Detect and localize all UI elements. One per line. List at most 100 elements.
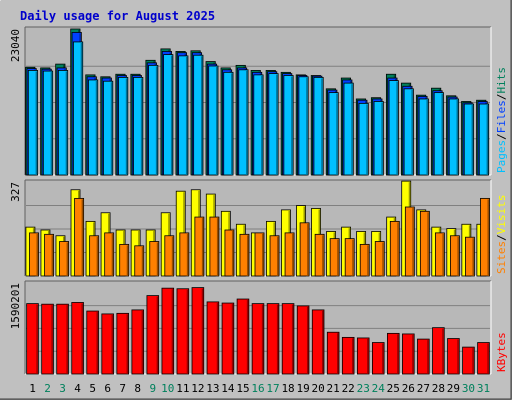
bar-sites-day-18-shade bbox=[292, 233, 294, 275]
bar-sites-day-24 bbox=[374, 241, 385, 277]
bar-pages-day-30 bbox=[463, 103, 474, 176]
x-label-day-2: 2 bbox=[44, 382, 51, 395]
bar-kbytes-day-7-shade bbox=[126, 314, 129, 373]
bar-pages-day-4-shade bbox=[80, 42, 83, 175]
bar-kbytes-day-14-shade bbox=[231, 304, 234, 373]
x-label-day-10: 10 bbox=[161, 382, 174, 395]
x-label-day-26: 26 bbox=[402, 382, 415, 395]
bar-kbytes-day-10-shade bbox=[171, 289, 174, 373]
x-label-day-25: 25 bbox=[387, 382, 400, 395]
bar-pages-day-22-shade bbox=[351, 84, 353, 174]
bar-sites-day-8 bbox=[134, 245, 145, 277]
x-label-day-31: 31 bbox=[477, 382, 490, 395]
bar-sites-day-27 bbox=[419, 210, 430, 277]
x-label-day-16: 16 bbox=[251, 382, 264, 395]
bar-sites-day-28 bbox=[434, 232, 445, 277]
bar-pages-day-8-shade bbox=[140, 78, 143, 174]
bar-sites-day-5 bbox=[89, 235, 100, 277]
bar-pages-day-24 bbox=[373, 101, 384, 176]
bar-kbytes-day-31 bbox=[477, 342, 490, 375]
bar-kbytes-day-11 bbox=[176, 288, 190, 375]
y-max-label: 327 bbox=[9, 182, 22, 202]
bar-pages-day-18 bbox=[283, 75, 294, 176]
bar-sites-day-11 bbox=[179, 232, 190, 277]
chart-title: Daily usage for August 2025 bbox=[20, 9, 215, 23]
bar-pages-day-15-shade bbox=[246, 70, 248, 174]
x-label-day-30: 30 bbox=[462, 382, 475, 395]
bar-pages-day-3 bbox=[57, 70, 69, 176]
legend-separator: / bbox=[495, 234, 508, 241]
bar-kbytes-day-18 bbox=[281, 303, 295, 375]
bar-sites-day-8-shade bbox=[141, 246, 144, 275]
bar-pages-day-28-shade bbox=[441, 93, 443, 174]
legend-hits: Hits bbox=[495, 67, 508, 94]
bar-pages-day-1-shade bbox=[35, 71, 38, 174]
bar-pages-day-29 bbox=[448, 98, 459, 176]
x-axis-labels: 1 2 3 4 5 6 7 8 9 10 11 12 13 14 15 16 17 18 19 20 21 22 23 24 2… bbox=[29, 382, 490, 395]
bar-pages-day-26-shade bbox=[411, 89, 413, 174]
bar-kbytes-day-16 bbox=[251, 303, 265, 375]
bar-pages-day-22 bbox=[343, 82, 354, 176]
bar-sites-day-18 bbox=[284, 232, 295, 277]
bar-sites-day-6 bbox=[104, 232, 115, 277]
bar-kbytes-day-3-shade bbox=[66, 305, 68, 373]
y-max-label: 23040 bbox=[9, 29, 22, 62]
bar-pages-day-9-shade bbox=[155, 66, 158, 174]
x-label-day-12: 12 bbox=[191, 382, 204, 395]
bar-kbytes-day-19-shade bbox=[306, 306, 309, 373]
bar-sites-day-25-shade bbox=[397, 222, 399, 275]
x-label-day-11: 11 bbox=[176, 382, 189, 395]
bar-sites-day-23-shade bbox=[367, 245, 369, 275]
bar-kbytes-day-25 bbox=[387, 332, 400, 375]
bar-kbytes-day-30-shade bbox=[472, 348, 474, 373]
bar-pages-day-11 bbox=[178, 55, 189, 176]
bar-kbytes-day-6-shade bbox=[111, 314, 114, 373]
bar-kbytes-day-29 bbox=[447, 338, 460, 375]
bar-sites-day-2 bbox=[44, 233, 54, 277]
series-legend: Pages/Files/Hits bbox=[495, 67, 508, 173]
bar-pages-day-31-shade bbox=[486, 105, 489, 174]
bar-kbytes-day-26 bbox=[402, 333, 415, 375]
bar-kbytes-day-12-shade bbox=[201, 288, 204, 373]
legend-separator: / bbox=[495, 94, 508, 101]
bar-sites-day-28-shade bbox=[442, 233, 444, 275]
bar-kbytes-day-24 bbox=[371, 342, 385, 375]
bar-pages-day-11-shade bbox=[185, 56, 188, 174]
bar-pages-day-18-shade bbox=[291, 76, 293, 174]
bar-sites-day-14 bbox=[224, 229, 235, 277]
bar-pages-day-16 bbox=[253, 74, 264, 176]
bar-sites-day-27-shade bbox=[427, 212, 429, 275]
bar-sites-day-17 bbox=[269, 235, 280, 277]
bar-kbytes-day-21-shade bbox=[337, 333, 339, 373]
bar-pages-day-24-shade bbox=[381, 102, 383, 174]
bar-pages-day-16-shade bbox=[261, 75, 263, 174]
bar-kbytes-day-22-shade bbox=[352, 338, 354, 373]
bar-kbytes-day-13-shade bbox=[216, 302, 219, 373]
bar-sites-day-21-shade bbox=[337, 239, 339, 275]
bar-sites-day-20-shade bbox=[322, 235, 324, 275]
bar-sites-day-2-shade bbox=[51, 235, 54, 275]
x-label-day-22: 22 bbox=[342, 382, 355, 395]
bar-pages-day-26 bbox=[403, 88, 414, 176]
series-legend: KBytes bbox=[495, 332, 508, 372]
bar-pages-day-21 bbox=[328, 92, 339, 176]
bar-kbytes-day-27-shade bbox=[427, 340, 429, 373]
bar-pages-day-29-shade bbox=[456, 99, 459, 174]
bar-sites-day-13-shade bbox=[216, 218, 219, 275]
bar-sites-day-1-shade bbox=[36, 233, 39, 275]
bar-sites-day-16 bbox=[254, 232, 265, 277]
bar-kbytes-day-1-shade bbox=[36, 304, 38, 373]
x-label-day-4: 4 bbox=[74, 382, 81, 395]
bar-sites-day-31-shade bbox=[487, 199, 489, 275]
bar-pages-day-9 bbox=[148, 64, 159, 176]
bar-pages-day-23-shade bbox=[366, 104, 368, 174]
bar-sites-day-5-shade bbox=[96, 236, 99, 275]
bar-kbytes-day-28-shade bbox=[442, 328, 444, 373]
bar-kbytes-day-12 bbox=[191, 287, 205, 375]
bar-pages-day-17-shade bbox=[276, 74, 278, 174]
bar-sites-day-11-shade bbox=[186, 233, 189, 275]
bar-sites-day-25 bbox=[389, 220, 400, 277]
bar-pages-day-20 bbox=[313, 77, 324, 176]
bar-kbytes-day-23 bbox=[356, 337, 370, 375]
x-label-day-29: 29 bbox=[447, 382, 460, 395]
